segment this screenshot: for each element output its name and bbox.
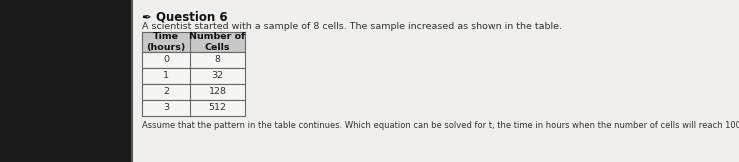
Bar: [142, 52, 245, 68]
Bar: [142, 68, 245, 84]
Text: 8: 8: [214, 56, 220, 64]
Bar: [0, 0, 132, 162]
Text: 512: 512: [208, 104, 226, 112]
Bar: [142, 84, 245, 100]
Text: 0: 0: [163, 56, 169, 64]
Text: 32: 32: [211, 71, 224, 81]
Text: 3: 3: [163, 104, 169, 112]
Text: 2: 2: [163, 87, 169, 97]
Text: 128: 128: [208, 87, 226, 97]
Bar: [132, 0, 739, 162]
Bar: [142, 100, 245, 116]
Text: Number of
Cells: Number of Cells: [189, 32, 245, 52]
Text: Time
(hours): Time (hours): [146, 32, 185, 52]
Text: A scientist started with a sample of 8 cells. The sample increased as shown in t: A scientist started with a sample of 8 c…: [142, 22, 562, 31]
Text: Assume that the pattern in the table continues. Which equation can be solved for: Assume that the pattern in the table con…: [142, 121, 739, 130]
Text: 1: 1: [163, 71, 169, 81]
Text: ✒ Question 6: ✒ Question 6: [142, 10, 228, 23]
Bar: [142, 32, 245, 52]
